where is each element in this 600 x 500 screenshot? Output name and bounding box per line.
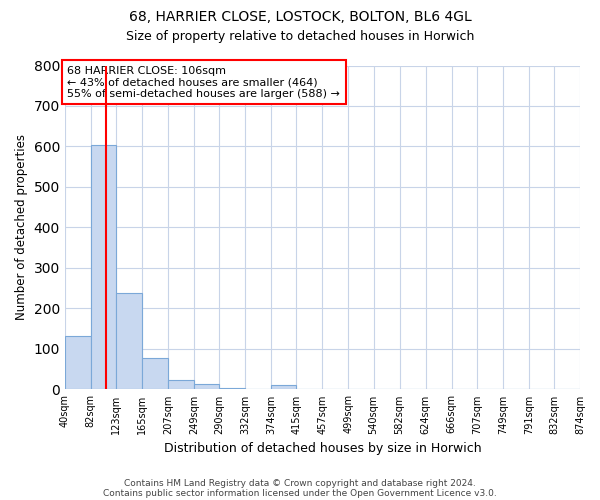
Text: 68, HARRIER CLOSE, LOSTOCK, BOLTON, BL6 4GL: 68, HARRIER CLOSE, LOSTOCK, BOLTON, BL6 … xyxy=(128,10,472,24)
Text: Contains public sector information licensed under the Open Government Licence v3: Contains public sector information licen… xyxy=(103,488,497,498)
Bar xyxy=(142,358,168,390)
Bar xyxy=(168,380,194,390)
Bar xyxy=(116,294,142,390)
Bar xyxy=(91,145,116,390)
Text: 68 HARRIER CLOSE: 106sqm
← 43% of detached houses are smaller (464)
55% of semi-: 68 HARRIER CLOSE: 106sqm ← 43% of detach… xyxy=(67,66,340,98)
Bar xyxy=(194,384,219,390)
Bar xyxy=(271,386,296,390)
Bar xyxy=(245,388,271,390)
Text: Contains HM Land Registry data © Crown copyright and database right 2024.: Contains HM Land Registry data © Crown c… xyxy=(124,478,476,488)
Text: Size of property relative to detached houses in Horwich: Size of property relative to detached ho… xyxy=(126,30,474,43)
X-axis label: Distribution of detached houses by size in Horwich: Distribution of detached houses by size … xyxy=(164,442,481,455)
Bar xyxy=(65,336,91,390)
Bar xyxy=(219,388,245,390)
Y-axis label: Number of detached properties: Number of detached properties xyxy=(15,134,28,320)
